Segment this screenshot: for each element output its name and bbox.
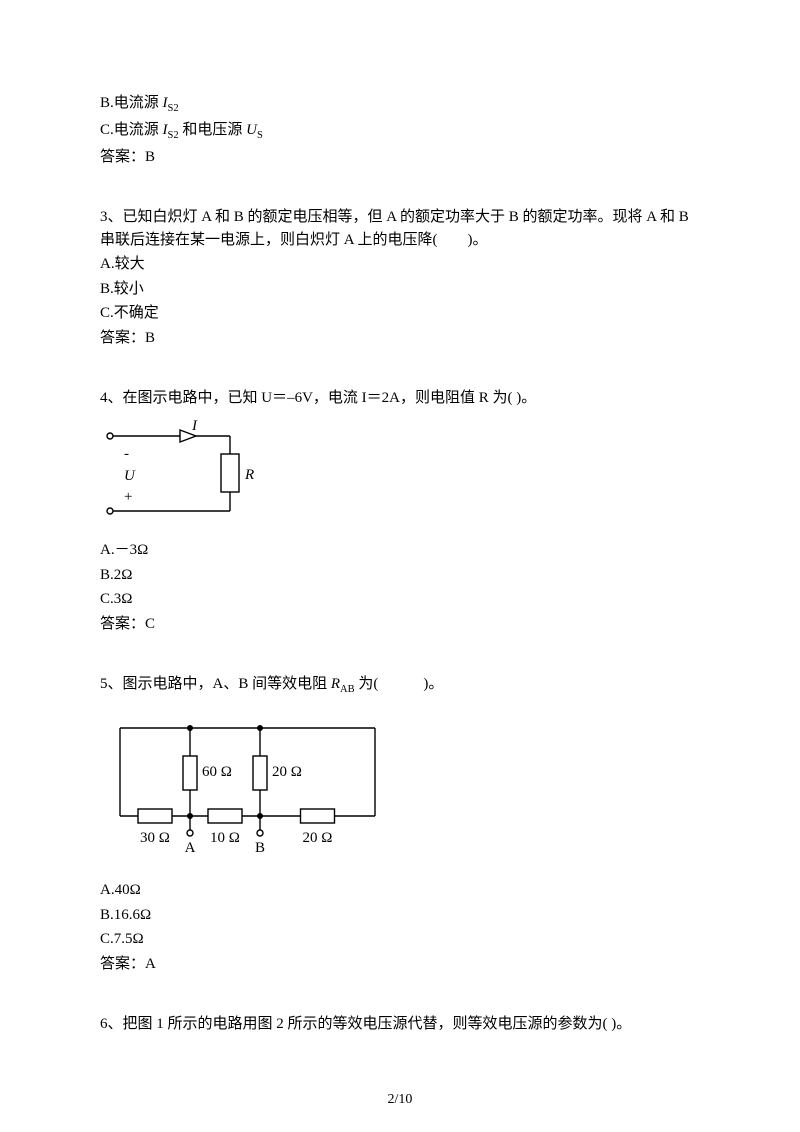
svg-text:I: I bbox=[191, 418, 198, 434]
option-c-pre: C.电流源 bbox=[100, 122, 163, 138]
option-a: A.40Ω bbox=[100, 879, 700, 902]
option-c: C.电流源 IS2 和电压源 US bbox=[100, 119, 700, 144]
question-5: 5、图示电路中，A、B 间等效电阻 RAB 为( )。 30 Ω10 Ω20 Ω… bbox=[100, 673, 700, 975]
option-b: B.较小 bbox=[100, 278, 700, 301]
option-c-sub2: S bbox=[257, 130, 263, 141]
stem-post: 为( )。 bbox=[355, 676, 444, 692]
answer: 答案：B bbox=[100, 327, 700, 350]
question-3: 3、已知白炽灯 A 和 B 的额定电压相等，但 A 的额定功率大于 B 的额定功… bbox=[100, 206, 700, 349]
page-number: 2/10 bbox=[0, 1089, 800, 1110]
svg-text:A: A bbox=[185, 840, 196, 856]
option-c-sub1: S2 bbox=[168, 130, 179, 141]
option-b-sub: S2 bbox=[168, 103, 179, 114]
question-stem: 6、把图 1 所示的电路用图 2 所示的等效电压源代替，则等效电压源的参数为( … bbox=[100, 1013, 700, 1036]
svg-text:30 Ω: 30 Ω bbox=[140, 830, 170, 846]
option-b: B.电流源 IS2 bbox=[100, 92, 700, 117]
stem-pre: 5、图示电路中，A、B 间等效电阻 bbox=[100, 676, 331, 692]
answer: 答案：B bbox=[100, 146, 700, 169]
question-stem: 3、已知白炽灯 A 和 B 的额定电压相等，但 A 的额定功率大于 B 的额定功… bbox=[100, 206, 700, 251]
stem-sub: AB bbox=[340, 684, 355, 695]
question-4: 4、在图示电路中，已知 U＝–6V，电流 I＝2A，则电阻值 R 为( )。 I… bbox=[100, 387, 700, 635]
circuit-diagram: 30 Ω 10 Ω 20 Ω 60 Ω 20 Ω A B bbox=[100, 716, 700, 874]
question-stem: 5、图示电路中，A、B 间等效电阻 RAB 为( )。 bbox=[100, 673, 700, 698]
svg-text:10 Ω: 10 Ω bbox=[210, 830, 240, 846]
page: B.电流源 IS2 C.电流源 IS2 和电压源 US 答案：B 3、已知白炽灯… bbox=[0, 0, 800, 1132]
option-c: C.不确定 bbox=[100, 302, 700, 325]
svg-text:20 Ω: 20 Ω bbox=[303, 830, 333, 846]
option-b: B.16.6Ω bbox=[100, 904, 700, 927]
answer: 答案：C bbox=[100, 613, 700, 636]
svg-text:+: + bbox=[124, 489, 132, 505]
option-c: C.3Ω bbox=[100, 588, 700, 611]
question-2-tail: B.电流源 IS2 C.电流源 IS2 和电压源 US 答案：B bbox=[100, 92, 700, 168]
answer: 答案：A bbox=[100, 953, 700, 976]
question-6: 6、把图 1 所示的电路用图 2 所示的等效电压源代替，则等效电压源的参数为( … bbox=[100, 1013, 700, 1036]
option-c-sym2: U bbox=[246, 122, 257, 138]
svg-text:U: U bbox=[124, 468, 136, 484]
svg-text:R: R bbox=[244, 467, 254, 483]
svg-text:-: - bbox=[124, 446, 129, 462]
svg-text:60 Ω: 60 Ω bbox=[202, 764, 232, 780]
stem-symbol: R bbox=[331, 676, 340, 692]
svg-text:20 Ω: 20 Ω bbox=[272, 764, 302, 780]
option-a: A.－3Ω bbox=[100, 539, 700, 562]
option-c: C.7.5Ω bbox=[100, 928, 700, 951]
question-stem: 4、在图示电路中，已知 U＝–6V，电流 I＝2A，则电阻值 R 为( )。 bbox=[100, 387, 700, 410]
option-c-mid: 和电压源 bbox=[179, 122, 247, 138]
option-b: B.2Ω bbox=[100, 564, 700, 587]
svg-text:B: B bbox=[255, 840, 265, 856]
option-b-pre: B.电流源 bbox=[100, 95, 163, 111]
circuit-diagram: I R - U + bbox=[100, 416, 700, 534]
option-a: A.较大 bbox=[100, 253, 700, 276]
